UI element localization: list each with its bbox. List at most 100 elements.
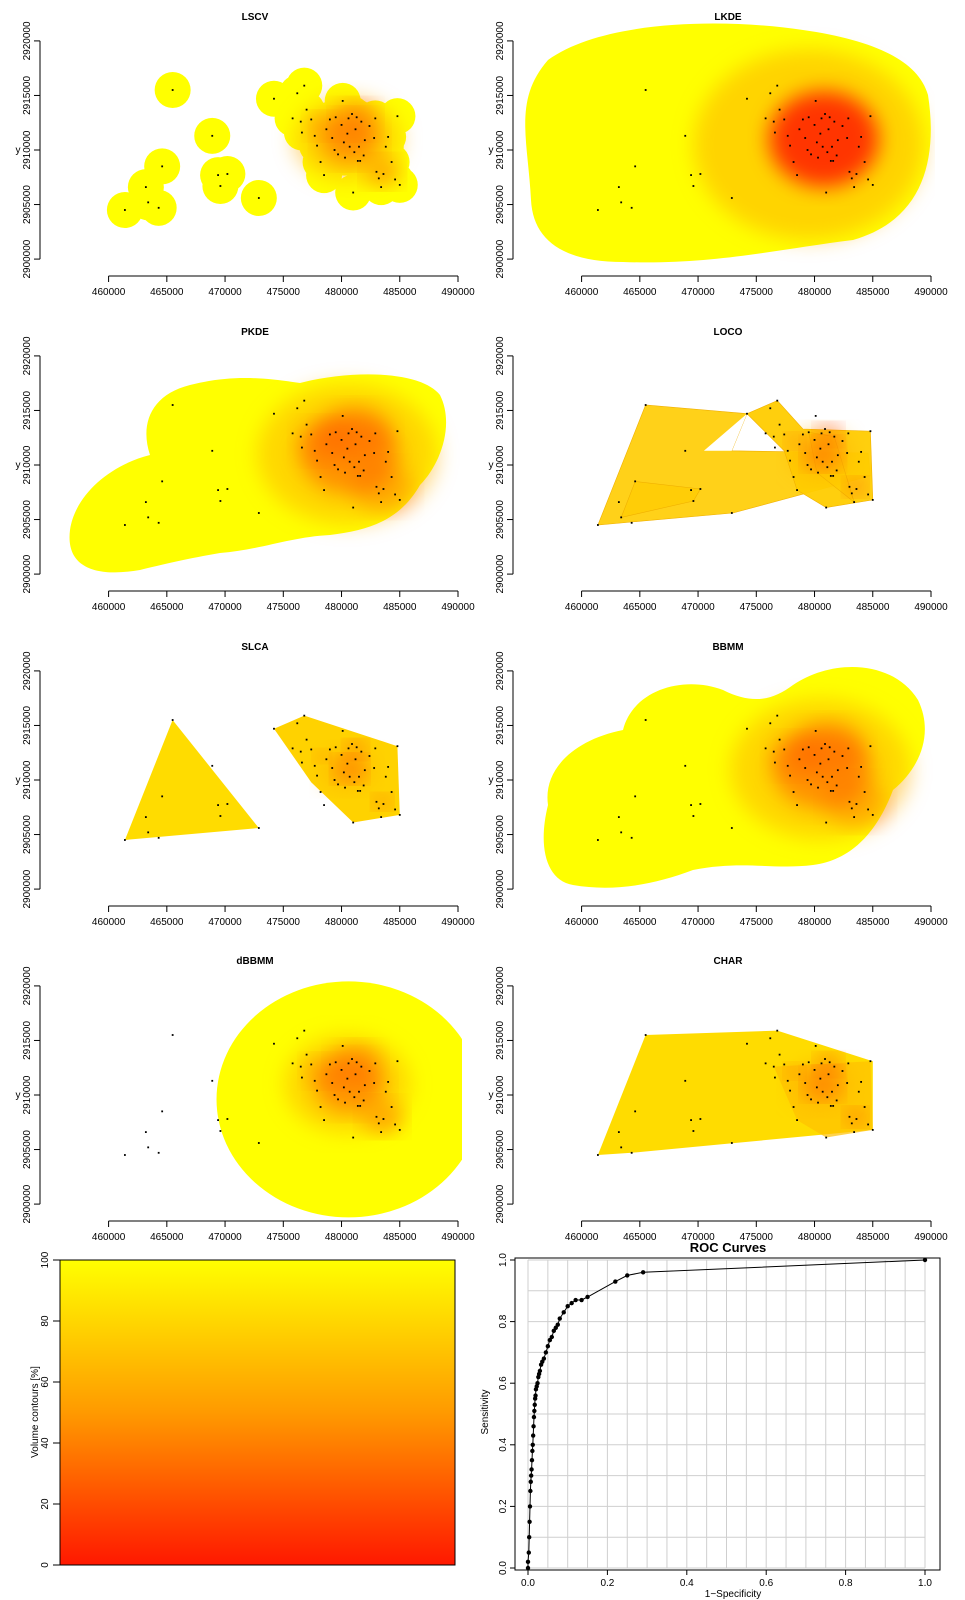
x-tick-label: 485000 <box>856 602 890 613</box>
location-point <box>219 1130 222 1132</box>
roc-point <box>530 1442 535 1448</box>
location-point <box>792 476 795 478</box>
location-point <box>323 1119 325 1121</box>
location-point <box>826 1096 829 1099</box>
utilization-layer <box>123 981 462 1218</box>
panel-plot: 2900000 2905000 2910000 2915000 2920000 y 4600… <box>489 336 949 613</box>
location-point <box>368 440 371 442</box>
location-point <box>764 1062 767 1065</box>
x-tick-label: 470000 <box>208 602 242 613</box>
location-point <box>373 137 376 139</box>
location-point <box>769 1037 772 1040</box>
location-point <box>810 1098 812 1101</box>
x-tick-label: 460000 <box>92 917 126 928</box>
location-point <box>776 714 779 717</box>
location-point <box>855 803 858 805</box>
y-tick-label: 2905000 <box>22 185 33 224</box>
location-point <box>299 1065 302 1068</box>
location-point <box>359 1105 362 1107</box>
panel-title: PKDE <box>241 327 269 338</box>
location-point <box>354 1073 357 1076</box>
roc-point <box>528 1473 534 1478</box>
legend-tick-label: 0 <box>40 1562 51 1568</box>
location-point <box>334 431 337 434</box>
location-point <box>806 1094 809 1096</box>
roc-y-tick-label: 1.0 <box>498 1253 509 1267</box>
y-tick-label: 2915000 <box>495 391 506 430</box>
y-axis-label: y <box>489 1090 494 1101</box>
legend-tick-label: 40 <box>40 1437 51 1449</box>
x-tick-label: 480000 <box>798 1232 832 1243</box>
location-point <box>301 1076 303 1079</box>
location-point <box>774 131 776 134</box>
location-point <box>325 128 328 131</box>
location-point <box>827 758 830 761</box>
location-point <box>331 767 334 769</box>
location-point <box>344 1101 346 1104</box>
location-point <box>620 516 623 519</box>
roc-plot-border <box>514 1257 941 1571</box>
location-point <box>617 501 620 503</box>
location-point <box>833 435 836 438</box>
location-point <box>341 1045 344 1047</box>
roc-point <box>561 1310 566 1315</box>
location-point <box>161 795 164 798</box>
y-axis-label: y <box>489 460 494 471</box>
location-point <box>362 784 365 787</box>
location-point <box>769 722 772 725</box>
location-point <box>171 89 174 91</box>
y-tick-label: 2905000 <box>495 815 506 854</box>
panel-bbmm: 2900000 2905000 2910000 2915000 2920000 y 4600… <box>489 642 949 928</box>
x-tick-label: 490000 <box>441 602 475 613</box>
location-point <box>305 108 308 111</box>
panel-plot: 2900000 2905000 2910000 2915000 2920000 y 4600… <box>489 651 949 928</box>
location-point <box>832 160 835 162</box>
location-point <box>846 1082 849 1084</box>
location-point <box>356 1105 359 1107</box>
density-hotspot <box>768 91 879 188</box>
location-point <box>778 108 781 111</box>
location-point <box>690 1119 692 1121</box>
x-tick-label: 460000 <box>92 1232 126 1243</box>
location-point <box>746 727 748 730</box>
location-point <box>772 1065 775 1068</box>
location-point <box>354 758 357 761</box>
density-core <box>788 1059 852 1109</box>
location-point <box>824 428 826 430</box>
location-point <box>833 1065 836 1068</box>
location-point <box>783 748 786 751</box>
x-tick-label: 470000 <box>681 1232 715 1243</box>
location-point <box>217 174 219 176</box>
location-point <box>375 1115 378 1118</box>
location-point <box>772 435 775 438</box>
x-tick-label: 490000 <box>441 917 475 928</box>
location-point <box>328 748 331 751</box>
location-point <box>815 456 818 459</box>
x-tick-label: 475000 <box>267 917 301 928</box>
location-point <box>772 750 775 753</box>
location-point <box>792 161 795 163</box>
location-point <box>341 100 344 102</box>
roc-point <box>527 1519 532 1525</box>
location-point <box>869 745 872 748</box>
y-tick-label: 2910000 <box>22 130 33 169</box>
density-core <box>788 429 852 479</box>
location-point <box>353 151 356 154</box>
location-point <box>644 1034 647 1036</box>
location-point <box>331 452 334 454</box>
location-point <box>836 139 839 142</box>
location-point <box>835 154 838 157</box>
location-point <box>692 1130 695 1132</box>
location-point <box>692 500 695 502</box>
utilization-layer <box>596 1029 874 1156</box>
density-hotspot <box>844 1108 866 1126</box>
location-point <box>796 489 798 491</box>
location-point <box>764 747 767 750</box>
location-point <box>226 488 229 490</box>
location-point <box>804 452 807 454</box>
utilization-layer <box>525 23 931 263</box>
location-point <box>161 480 164 483</box>
roc-point <box>569 1300 574 1306</box>
location-point <box>337 1098 339 1101</box>
